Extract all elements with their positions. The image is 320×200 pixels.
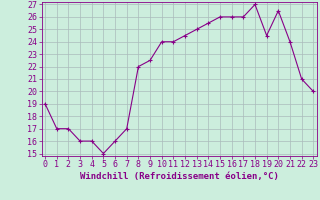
X-axis label: Windchill (Refroidissement éolien,°C): Windchill (Refroidissement éolien,°C) [80, 172, 279, 181]
